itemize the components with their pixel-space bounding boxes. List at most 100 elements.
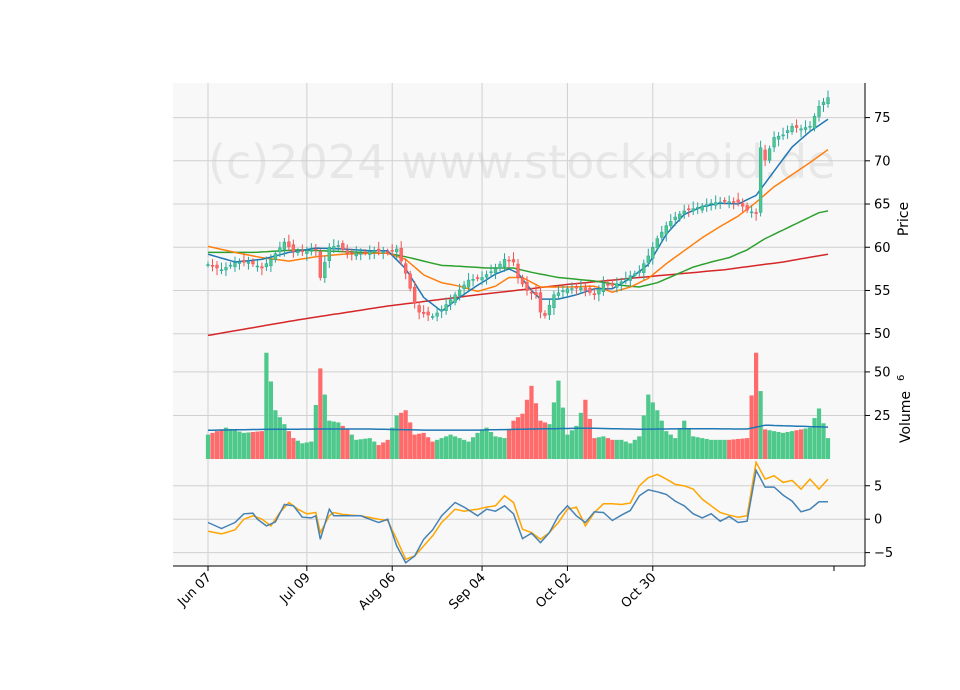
price-axis-label: Price	[896, 202, 912, 236]
volume-bar-up	[372, 441, 377, 459]
volume-bar-up	[556, 380, 561, 459]
volume-bar-up	[322, 394, 327, 459]
candle-down	[350, 252, 354, 254]
volume-axis-label: Volume 6	[896, 375, 914, 443]
volume-bar-down	[763, 429, 768, 459]
candle-down	[583, 287, 588, 291]
volume-bar-down	[417, 433, 422, 459]
candle-down	[754, 212, 758, 214]
candle-down	[534, 292, 538, 296]
volume-bar-down	[520, 413, 525, 459]
volume-bar-up	[502, 438, 507, 459]
volume-bar-up	[767, 430, 772, 459]
volume-bar-down	[376, 445, 381, 459]
candle-up	[381, 251, 385, 254]
x-tick-label: Oct 30	[618, 570, 659, 611]
candle-up	[565, 288, 570, 294]
volume-bar-up	[223, 427, 229, 459]
volume-bar-up	[686, 428, 691, 459]
candle-down	[794, 125, 799, 128]
candle-down	[525, 282, 529, 291]
volume-bar-up	[641, 415, 646, 459]
candle-down	[736, 199, 740, 203]
volume-bar-down	[736, 438, 741, 459]
volume-bar-up	[363, 438, 368, 459]
volume-bar-up	[448, 434, 453, 459]
volume-bar-up	[821, 423, 826, 459]
candle-up	[430, 316, 435, 318]
price-tick-label: 60	[874, 241, 891, 256]
volume-bar-up	[358, 439, 363, 459]
candle-up	[466, 279, 471, 288]
candle-up	[637, 271, 641, 273]
volume-bar-up	[453, 436, 458, 459]
candle-up	[817, 106, 821, 117]
candle-up	[799, 128, 803, 131]
candle-up	[705, 204, 709, 208]
candle-down	[260, 266, 264, 269]
volume-bar-up	[560, 407, 566, 459]
candle-down	[345, 250, 349, 254]
candle-up	[480, 277, 484, 281]
volume-bar-up	[722, 439, 727, 459]
volume-bar-up	[394, 415, 399, 459]
volume-bar-up	[439, 438, 444, 459]
candle-up	[785, 130, 790, 133]
candle-down	[251, 260, 255, 265]
candle-up	[453, 294, 457, 303]
candle-up	[444, 304, 448, 311]
candle-up	[642, 263, 646, 273]
candle-up	[696, 207, 700, 209]
candle-up	[206, 264, 210, 266]
volume-bar-down	[318, 368, 323, 459]
volume-bar-up	[825, 438, 831, 459]
volume-bars	[205, 352, 831, 459]
candle-down	[215, 264, 219, 269]
volume-bar-up	[659, 420, 664, 459]
volume-bar-up	[277, 417, 282, 459]
candle-up	[808, 125, 812, 128]
candle-down	[390, 250, 394, 252]
candle-down	[363, 251, 367, 254]
volume-bar-up	[268, 381, 273, 459]
volume-bar-up	[569, 430, 575, 459]
candle-down	[408, 273, 412, 289]
candle-up	[372, 250, 376, 253]
volume-ma-line	[207, 424, 829, 432]
volume-bar-down	[798, 429, 804, 459]
indicator-tick-label: 0	[874, 513, 882, 528]
volume-bar-up	[713, 439, 718, 459]
volume-axis-label-text: Volume	[898, 391, 914, 443]
volume-bar-up	[695, 437, 700, 459]
volume-bar-down	[506, 429, 512, 459]
candle-up	[749, 211, 754, 214]
volume-bar-up	[309, 441, 314, 459]
candle-up	[439, 309, 444, 312]
volume-tick-label: 25	[874, 409, 891, 424]
volume-bar-down	[749, 395, 754, 459]
volume-bar-down	[210, 432, 215, 459]
volume-bar-up	[349, 434, 354, 459]
candle-up	[624, 278, 628, 281]
candle-up	[278, 247, 282, 253]
candle-down	[592, 293, 597, 296]
candle-up	[601, 283, 606, 293]
volume-bar-up	[650, 402, 655, 459]
volume-bar-down	[515, 417, 521, 459]
candle-down	[386, 251, 390, 253]
candle-down	[610, 283, 614, 286]
candle-down	[242, 260, 246, 263]
volume-bar-up	[677, 429, 682, 459]
candle-up	[682, 210, 686, 214]
x-tick-label: Jul 09	[277, 570, 314, 607]
candle-down	[210, 265, 215, 267]
volume-bar-up	[336, 422, 341, 459]
price-tick-label: 75	[874, 111, 891, 126]
x-tick-label: Aug 06	[356, 570, 399, 613]
candle-up	[237, 262, 242, 264]
volume-bar-down	[542, 422, 548, 459]
volume-bar-up	[547, 424, 552, 459]
candle-up	[273, 253, 278, 260]
volume-bar-up	[295, 440, 300, 459]
candle-down	[475, 277, 480, 279]
